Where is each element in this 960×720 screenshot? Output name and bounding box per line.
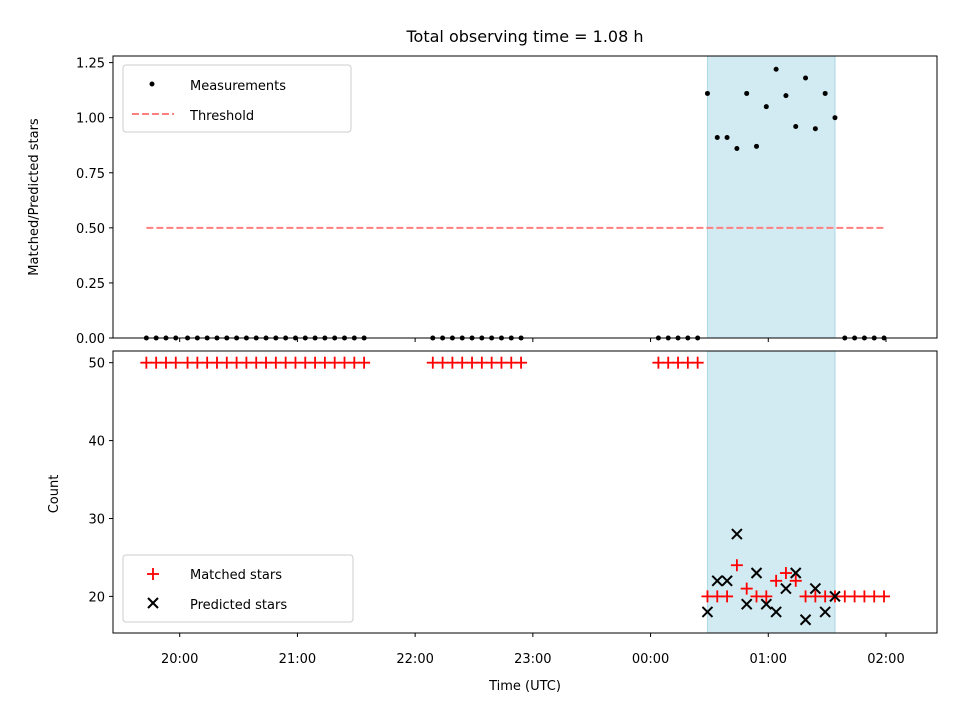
matched-star-point <box>878 590 891 603</box>
bottom-plot-frame <box>112 350 938 634</box>
bottom-x-tick-label: 23:00 <box>514 652 551 667</box>
predicted-star-point <box>731 528 743 540</box>
bottom-y-axis-label: Count <box>47 475 62 514</box>
matched-star-point <box>721 590 734 603</box>
predicted-star-point <box>701 606 714 618</box>
legend-measurements-label: Measurements <box>190 79 286 94</box>
bottom-x-tick-label: 21:00 <box>279 652 316 667</box>
predicted-star-point <box>711 575 723 587</box>
x-axis-label: Time (UTC) <box>488 679 561 694</box>
measurement-point <box>793 124 799 129</box>
top-y-tick-label: 1.25 <box>76 57 105 72</box>
bottom-panel: 20 30 40 50 20:00 21:00 22:00 23:00 00:00 01:00 02… <box>88 350 938 667</box>
predicted-star-point <box>829 590 841 603</box>
predicted-star-point <box>750 567 763 579</box>
measurement-point <box>724 135 730 141</box>
bottom-x-tick-label: 02:00 <box>867 652 904 667</box>
bottom-x-tick-label: 22:00 <box>396 652 433 667</box>
measurement-point <box>754 143 760 149</box>
legend-cross-shape <box>147 597 159 609</box>
measurement-point <box>822 90 828 96</box>
legend-matched-marker <box>147 568 159 580</box>
legend-measurements-marker <box>149 81 155 87</box>
matched-star-point <box>358 356 371 369</box>
predicted-star-point <box>790 567 802 579</box>
matched-star-point <box>730 559 743 572</box>
measurement-point <box>744 90 750 96</box>
predicted-star-point <box>809 582 822 595</box>
predicted-star-point <box>799 614 812 626</box>
bottom-y-tick-label: 30 <box>88 512 105 527</box>
matched-star-point <box>740 582 753 595</box>
matched-star-point <box>760 590 773 603</box>
measurement-point <box>783 93 789 99</box>
top-y-tick-label: 0.75 <box>76 167 105 182</box>
matched-star-point <box>169 356 182 369</box>
top-legend: Measurements Threshold <box>122 64 352 133</box>
matched-star-point <box>789 574 802 587</box>
legend-predicted-marker <box>147 597 159 609</box>
top-panel: 0.00 0.25 0.50 0.75 1.00 1.25 <box>76 55 938 347</box>
predicted-star-point <box>760 598 773 610</box>
legend-matched-label: Matched stars <box>190 568 282 583</box>
measurement-point <box>714 135 720 141</box>
bottom-y-tick-label: 20 <box>88 590 105 605</box>
matched-star-point <box>779 567 792 580</box>
legend-plus-shape <box>147 568 159 580</box>
matched-star-point <box>691 356 704 369</box>
top-observing-window <box>706 55 836 339</box>
bottom-y-tick-label: 50 <box>88 357 105 372</box>
chart-title: Total observing time = 1.08 h <box>405 27 643 46</box>
measurement-point <box>763 104 769 110</box>
predicted-star-point <box>819 606 831 618</box>
bottom-y-tick-label: 40 <box>88 435 105 450</box>
bottom-legend-box <box>122 554 354 623</box>
measurement-point <box>832 115 838 121</box>
top-y-axis-label: Matched/Predicted stars <box>27 118 42 276</box>
legend-predicted-label: Predicted stars <box>190 598 287 613</box>
top-plot-frame <box>112 55 938 339</box>
bottom-x-tick-label: 01:00 <box>750 652 787 667</box>
measurement-point <box>734 146 740 152</box>
matched-star-point <box>515 356 528 369</box>
predicted-star-point <box>721 575 733 587</box>
bottom-x-tick-label: 00:00 <box>632 652 669 667</box>
top-y-tick-label: 1.00 <box>76 112 105 127</box>
predicted-star-point <box>770 606 782 618</box>
measurement-point <box>803 75 809 81</box>
top-legend-box <box>122 64 352 133</box>
bottom-x-tick-label: 20:00 <box>161 652 198 667</box>
top-y-tick-label: 0.00 <box>76 332 105 347</box>
measurement-point <box>812 126 818 132</box>
measurement-point <box>704 90 710 96</box>
top-y-tick-label: 0.50 <box>76 222 105 237</box>
predicted-star-point <box>780 582 792 595</box>
top-y-tick-label: 0.25 <box>76 277 105 292</box>
legend-threshold-label: Threshold <box>189 109 254 124</box>
bottom-legend: Matched stars Predicted stars <box>122 554 354 623</box>
predicted-star-point <box>740 598 753 610</box>
matched-star-point <box>770 574 783 587</box>
measurement-point <box>773 66 779 72</box>
